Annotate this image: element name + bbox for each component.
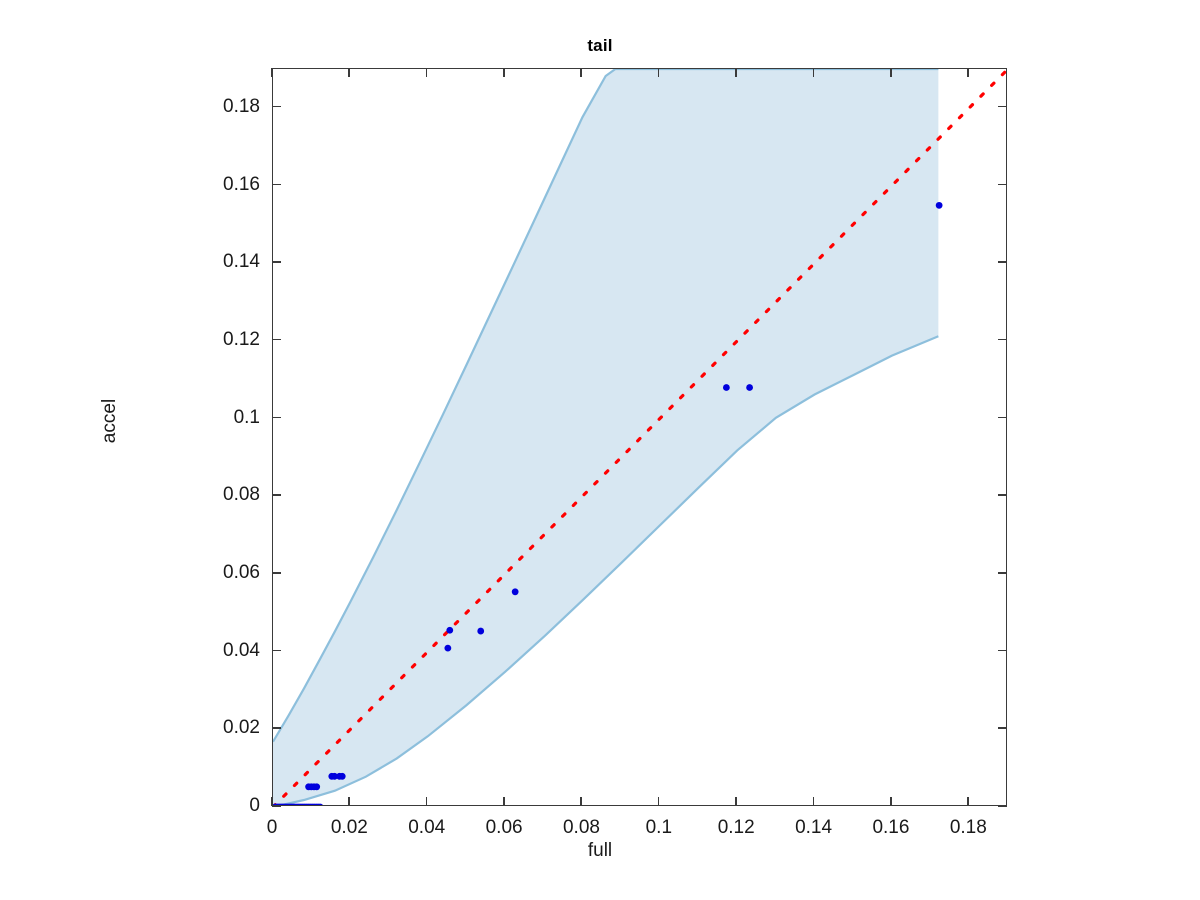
- x-tick-label: 0.14: [795, 817, 833, 838]
- x-tick-label: 0: [266, 817, 278, 838]
- x-axis-tick: [657, 797, 660, 806]
- x-tick-label: 0.18: [949, 817, 987, 838]
- x-axis-tick: [271, 797, 273, 806]
- scatter-point: [477, 627, 485, 635]
- confidence-band-lower-edge: [276, 335, 939, 805]
- x-axis-tick: [657, 68, 660, 77]
- y-axis-label: accel: [99, 398, 120, 444]
- x-axis-tick: [889, 68, 892, 77]
- x-axis-tick: [889, 797, 892, 806]
- y-axis-tick: [998, 571, 1007, 574]
- confidence-band-fill: [273, 69, 939, 805]
- scatter-point: [444, 644, 452, 652]
- x-axis-tick: [271, 68, 273, 77]
- scatter-point: [331, 772, 338, 780]
- y-tick-label: 0.04: [223, 639, 260, 661]
- y-axis-tick: [272, 183, 281, 186]
- y-axis-tick: [272, 571, 281, 574]
- x-axis-tick: [580, 797, 583, 806]
- y-axis-tick: [272, 727, 281, 729]
- scatter-point: [746, 384, 753, 391]
- x-axis-tick: [812, 797, 815, 806]
- y-tick-label: 0.02: [223, 717, 260, 739]
- y-axis-tick: [272, 649, 281, 652]
- x-axis-tick: [812, 68, 815, 77]
- x-axis-tick: [348, 68, 350, 77]
- y-axis-tick-labels: 0 0.02 0.04 0.06 0.08 0.1 0.12 0.14 0.16 0.18: [160, 0, 260, 900]
- chart-title: tail: [587, 36, 613, 55]
- y-tick-label: 0.1: [233, 406, 260, 428]
- y-tick-label: 0.18: [223, 95, 260, 117]
- x-tick-label: 0.04: [408, 817, 446, 838]
- scatter-point: [338, 772, 346, 780]
- x-axis-tick: [503, 797, 505, 806]
- y-axis-tick: [272, 494, 281, 496]
- y-tick-label: 0.14: [223, 251, 260, 273]
- scatter-points-group: [273, 201, 943, 805]
- y-axis-tick: [272, 261, 281, 263]
- x-tick-label: 0.1: [645, 817, 673, 838]
- y-axis-tick: [998, 105, 1007, 108]
- y-tick-label: 0.08: [223, 484, 260, 506]
- plot-area: [272, 68, 1007, 806]
- x-axis-tick: [348, 797, 350, 806]
- x-tick-label: 0.02: [330, 817, 368, 838]
- x-tick-label: 0.06: [485, 817, 523, 838]
- scatter-point: [313, 783, 321, 791]
- x-axis-tick: [735, 68, 737, 77]
- y-axis-tick: [998, 805, 1007, 807]
- x-axis-label: full: [587, 840, 613, 861]
- scatter-point: [511, 588, 519, 596]
- y-axis-tick: [998, 649, 1007, 652]
- x-axis-tick: [967, 797, 969, 806]
- scatter-point: [935, 201, 943, 209]
- y-axis-tick: [272, 105, 281, 108]
- scatter-point: [317, 803, 323, 805]
- x-tick-label: 0.16: [872, 817, 910, 838]
- confidence-band-upper-edge: [273, 69, 939, 743]
- y-tick-label: 0.12: [223, 328, 260, 350]
- y-axis-tick: [272, 338, 281, 341]
- x-axis-tick: [735, 797, 737, 806]
- y-axis-tick: [998, 416, 1007, 419]
- x-tick-label: 0.12: [717, 817, 755, 838]
- y-axis-tick: [998, 727, 1007, 729]
- y-axis-tick: [998, 183, 1007, 186]
- y-tick-label: 0: [249, 795, 260, 816]
- plot-svg: [273, 69, 1006, 805]
- identity-reference-line: [273, 69, 1006, 805]
- x-axis-tick: [425, 797, 428, 806]
- y-axis-tick: [998, 261, 1007, 263]
- scatter-point: [446, 626, 454, 634]
- scatter-point: [722, 384, 730, 391]
- y-axis-tick: [272, 805, 281, 807]
- x-axis-tick: [503, 68, 505, 77]
- y-axis-tick: [272, 416, 281, 419]
- x-axis-tick: [580, 68, 583, 77]
- y-tick-label: 0.16: [223, 173, 260, 195]
- y-tick-label: 0.06: [223, 561, 260, 583]
- y-axis-tick: [998, 338, 1007, 341]
- x-tick-label: 0.08: [562, 817, 600, 838]
- x-axis-tick: [967, 68, 969, 77]
- y-axis-tick: [998, 494, 1007, 496]
- x-axis-tick: [425, 68, 428, 77]
